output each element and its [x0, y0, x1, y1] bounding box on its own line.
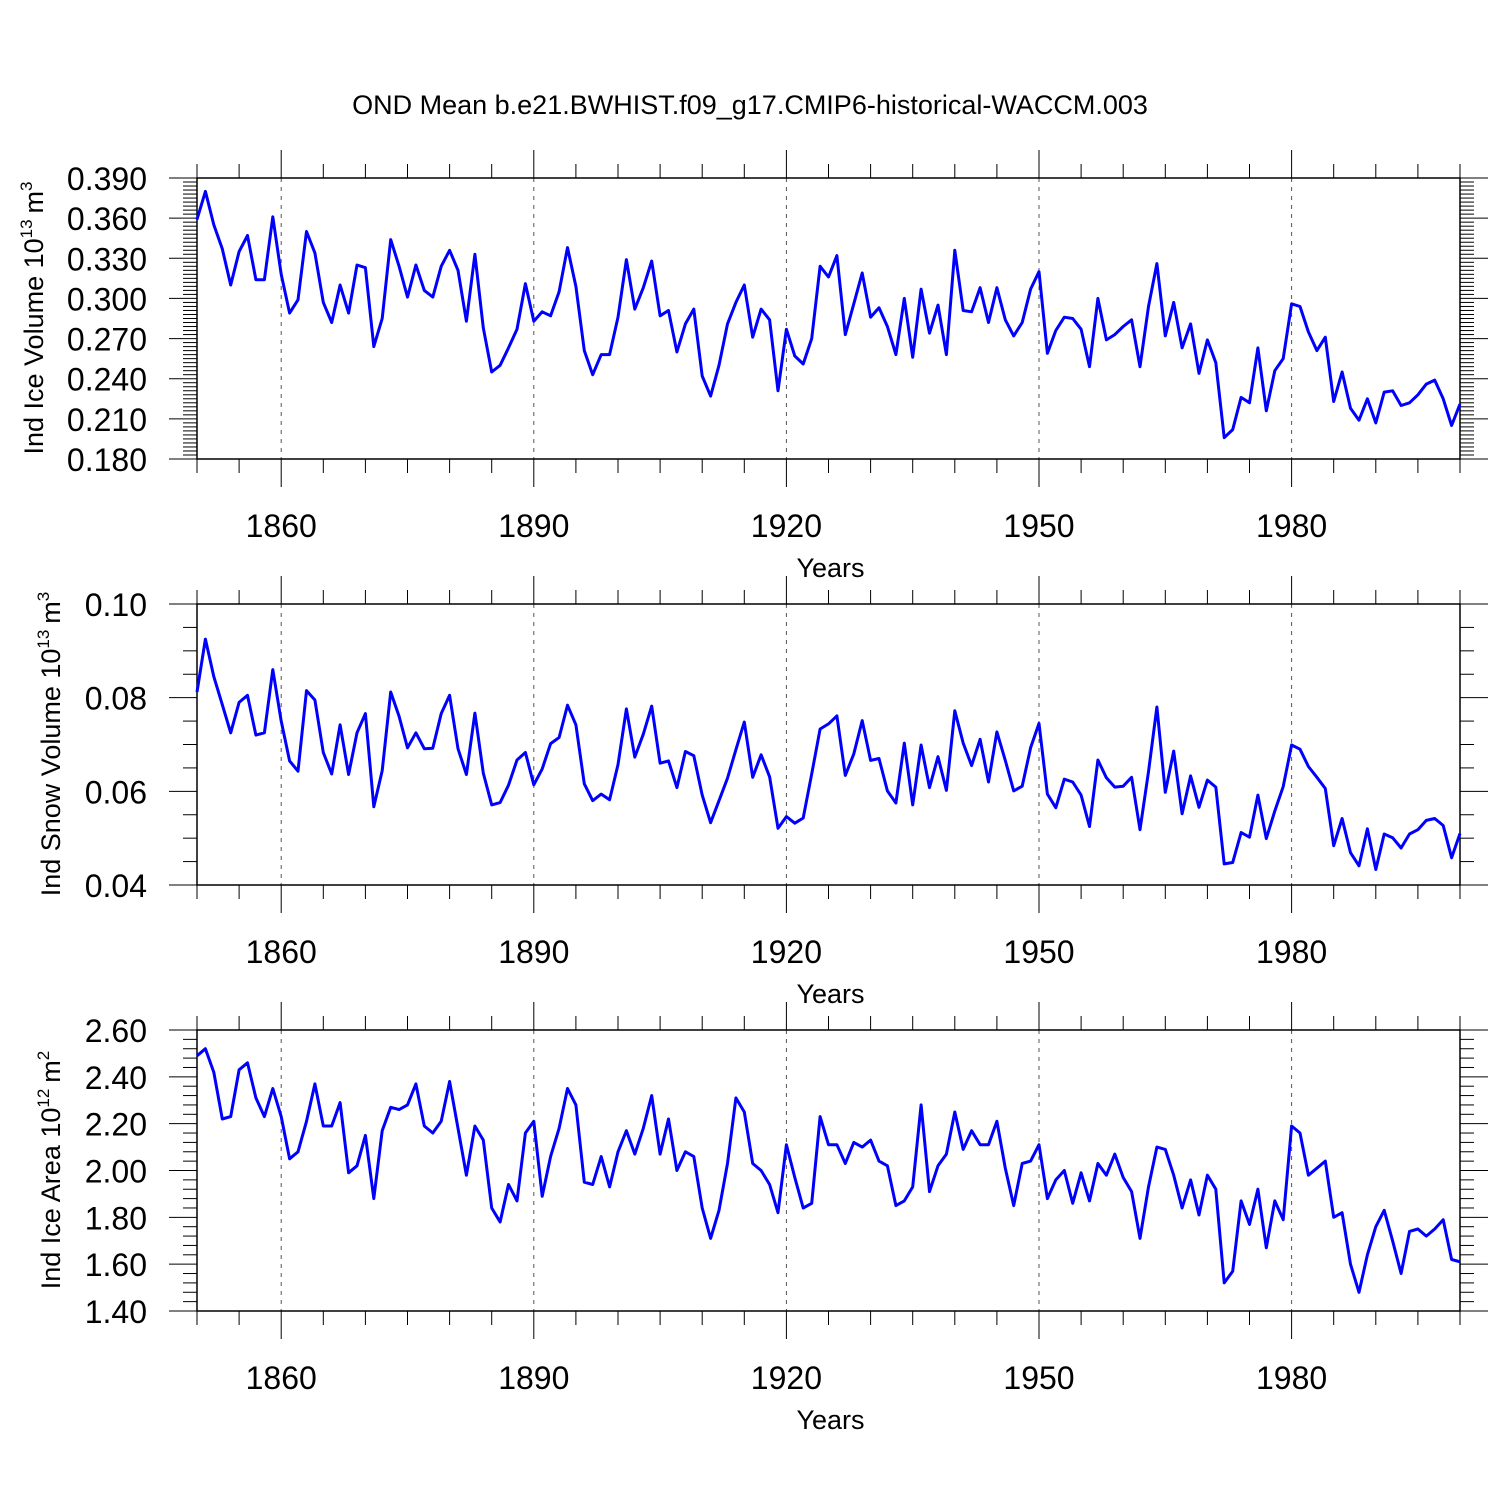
y-tick-label-1.60: 1.60 [85, 1247, 147, 1283]
x-tick-label-1890: 1890 [498, 934, 569, 970]
y-axis-title-unit-exponent: 3 [34, 592, 53, 601]
y-axis-title-unit-exponent: 2 [34, 1051, 53, 1060]
y-axis-title-exponent: 13 [34, 630, 53, 649]
x-tick-label-1980: 1980 [1256, 508, 1327, 544]
x-tick-label-1980: 1980 [1256, 1360, 1327, 1396]
chart-panel-1: 1860 1890 1920 1950 1980 0.180 0.210 0.240 0.270… [17, 150, 1488, 583]
y-tick-label-0.330: 0.330 [67, 241, 147, 277]
y-tick-label-0.04: 0.04 [85, 868, 147, 904]
y-tick-label-0.360: 0.360 [67, 201, 147, 237]
y-tick-label-0.06: 0.06 [85, 774, 147, 810]
figure-title: OND Mean b.e21.BWHIST.f09_g17.CMIP6-hist… [352, 90, 1148, 120]
y-tick-label-1.80: 1.80 [85, 1200, 147, 1236]
x-tick-label-1860: 1860 [246, 1360, 317, 1396]
x-axis-title: Years [796, 979, 864, 1009]
y-axis-title-main: Ind Ice Volume 10 [19, 238, 49, 454]
chart-panel-3: 1860 1890 1920 1950 1980 1.40 1.60 1.80 2.00 2.20… [34, 1002, 1488, 1435]
y-tick-label-2.40: 2.40 [85, 1060, 147, 1096]
y-axis-title: Ind Ice Volume 1013 m3 [17, 181, 49, 454]
plot-frame [196, 177, 1461, 460]
x-tick-label-1890: 1890 [498, 508, 569, 544]
x-tick-label-1980: 1980 [1256, 934, 1327, 970]
x-tick-label-1860: 1860 [246, 508, 317, 544]
x-tick-label-1890: 1890 [498, 1360, 569, 1396]
x-tick-label-1920: 1920 [751, 1360, 822, 1396]
y-tick-label-0.270: 0.270 [67, 322, 147, 358]
y-tick-label-2.60: 2.60 [85, 1013, 147, 1049]
y-axis-title-main: Ind Ice Area 10 [36, 1108, 66, 1290]
y-tick-label-2.20: 2.20 [85, 1107, 147, 1143]
y-axis-title-unit: m [36, 601, 66, 624]
y-tick-label-2.00: 2.00 [85, 1154, 147, 1190]
x-axis-title: Years [796, 1405, 864, 1435]
x-tick-label-1950: 1950 [1003, 934, 1074, 970]
y-tick-label-0.300: 0.300 [67, 281, 147, 317]
y-tick-label-0.390: 0.390 [67, 161, 147, 197]
y-axis-title-unit-exponent: 3 [17, 181, 36, 190]
y-tick-label-0.10: 0.10 [85, 587, 147, 623]
y-tick-label-1.40: 1.40 [85, 1294, 147, 1330]
plot-frame [196, 1029, 1461, 1312]
y-axis-title-main: Ind Snow Volume 10 [36, 649, 66, 897]
y-axis-title: Ind Ice Area 1012 m2 [34, 1051, 66, 1290]
x-tick-label-1860: 1860 [246, 934, 317, 970]
y-tick-label-0.180: 0.180 [67, 442, 147, 478]
series-line-3-1 [196, 1047, 1461, 1294]
x-tick-label-1950: 1950 [1003, 1360, 1074, 1396]
series-line-2-1 [195, 637, 1462, 871]
x-tick-label-1920: 1920 [751, 508, 822, 544]
x-axis-title: Years [796, 553, 864, 583]
x-tick-label-1920: 1920 [751, 934, 822, 970]
y-axis-title: Ind Snow Volume 1013 m3 [34, 592, 66, 897]
series-line-1-1 [195, 189, 1462, 440]
x-tick-label-1950: 1950 [1003, 508, 1074, 544]
y-axis-title-exponent: 13 [17, 219, 36, 238]
y-axis-title-exponent: 12 [34, 1089, 53, 1108]
y-tick-label-0.210: 0.210 [67, 402, 147, 438]
y-axis-title-unit: m [36, 1060, 66, 1083]
chart-panel-2: 1860 1890 1920 1950 1980 0.04 0.06 0.08 0.10 Year… [34, 576, 1488, 1009]
y-tick-label-0.240: 0.240 [67, 362, 147, 398]
y-axis-title-unit: m [19, 191, 49, 214]
y-tick-label-0.08: 0.08 [85, 681, 147, 717]
